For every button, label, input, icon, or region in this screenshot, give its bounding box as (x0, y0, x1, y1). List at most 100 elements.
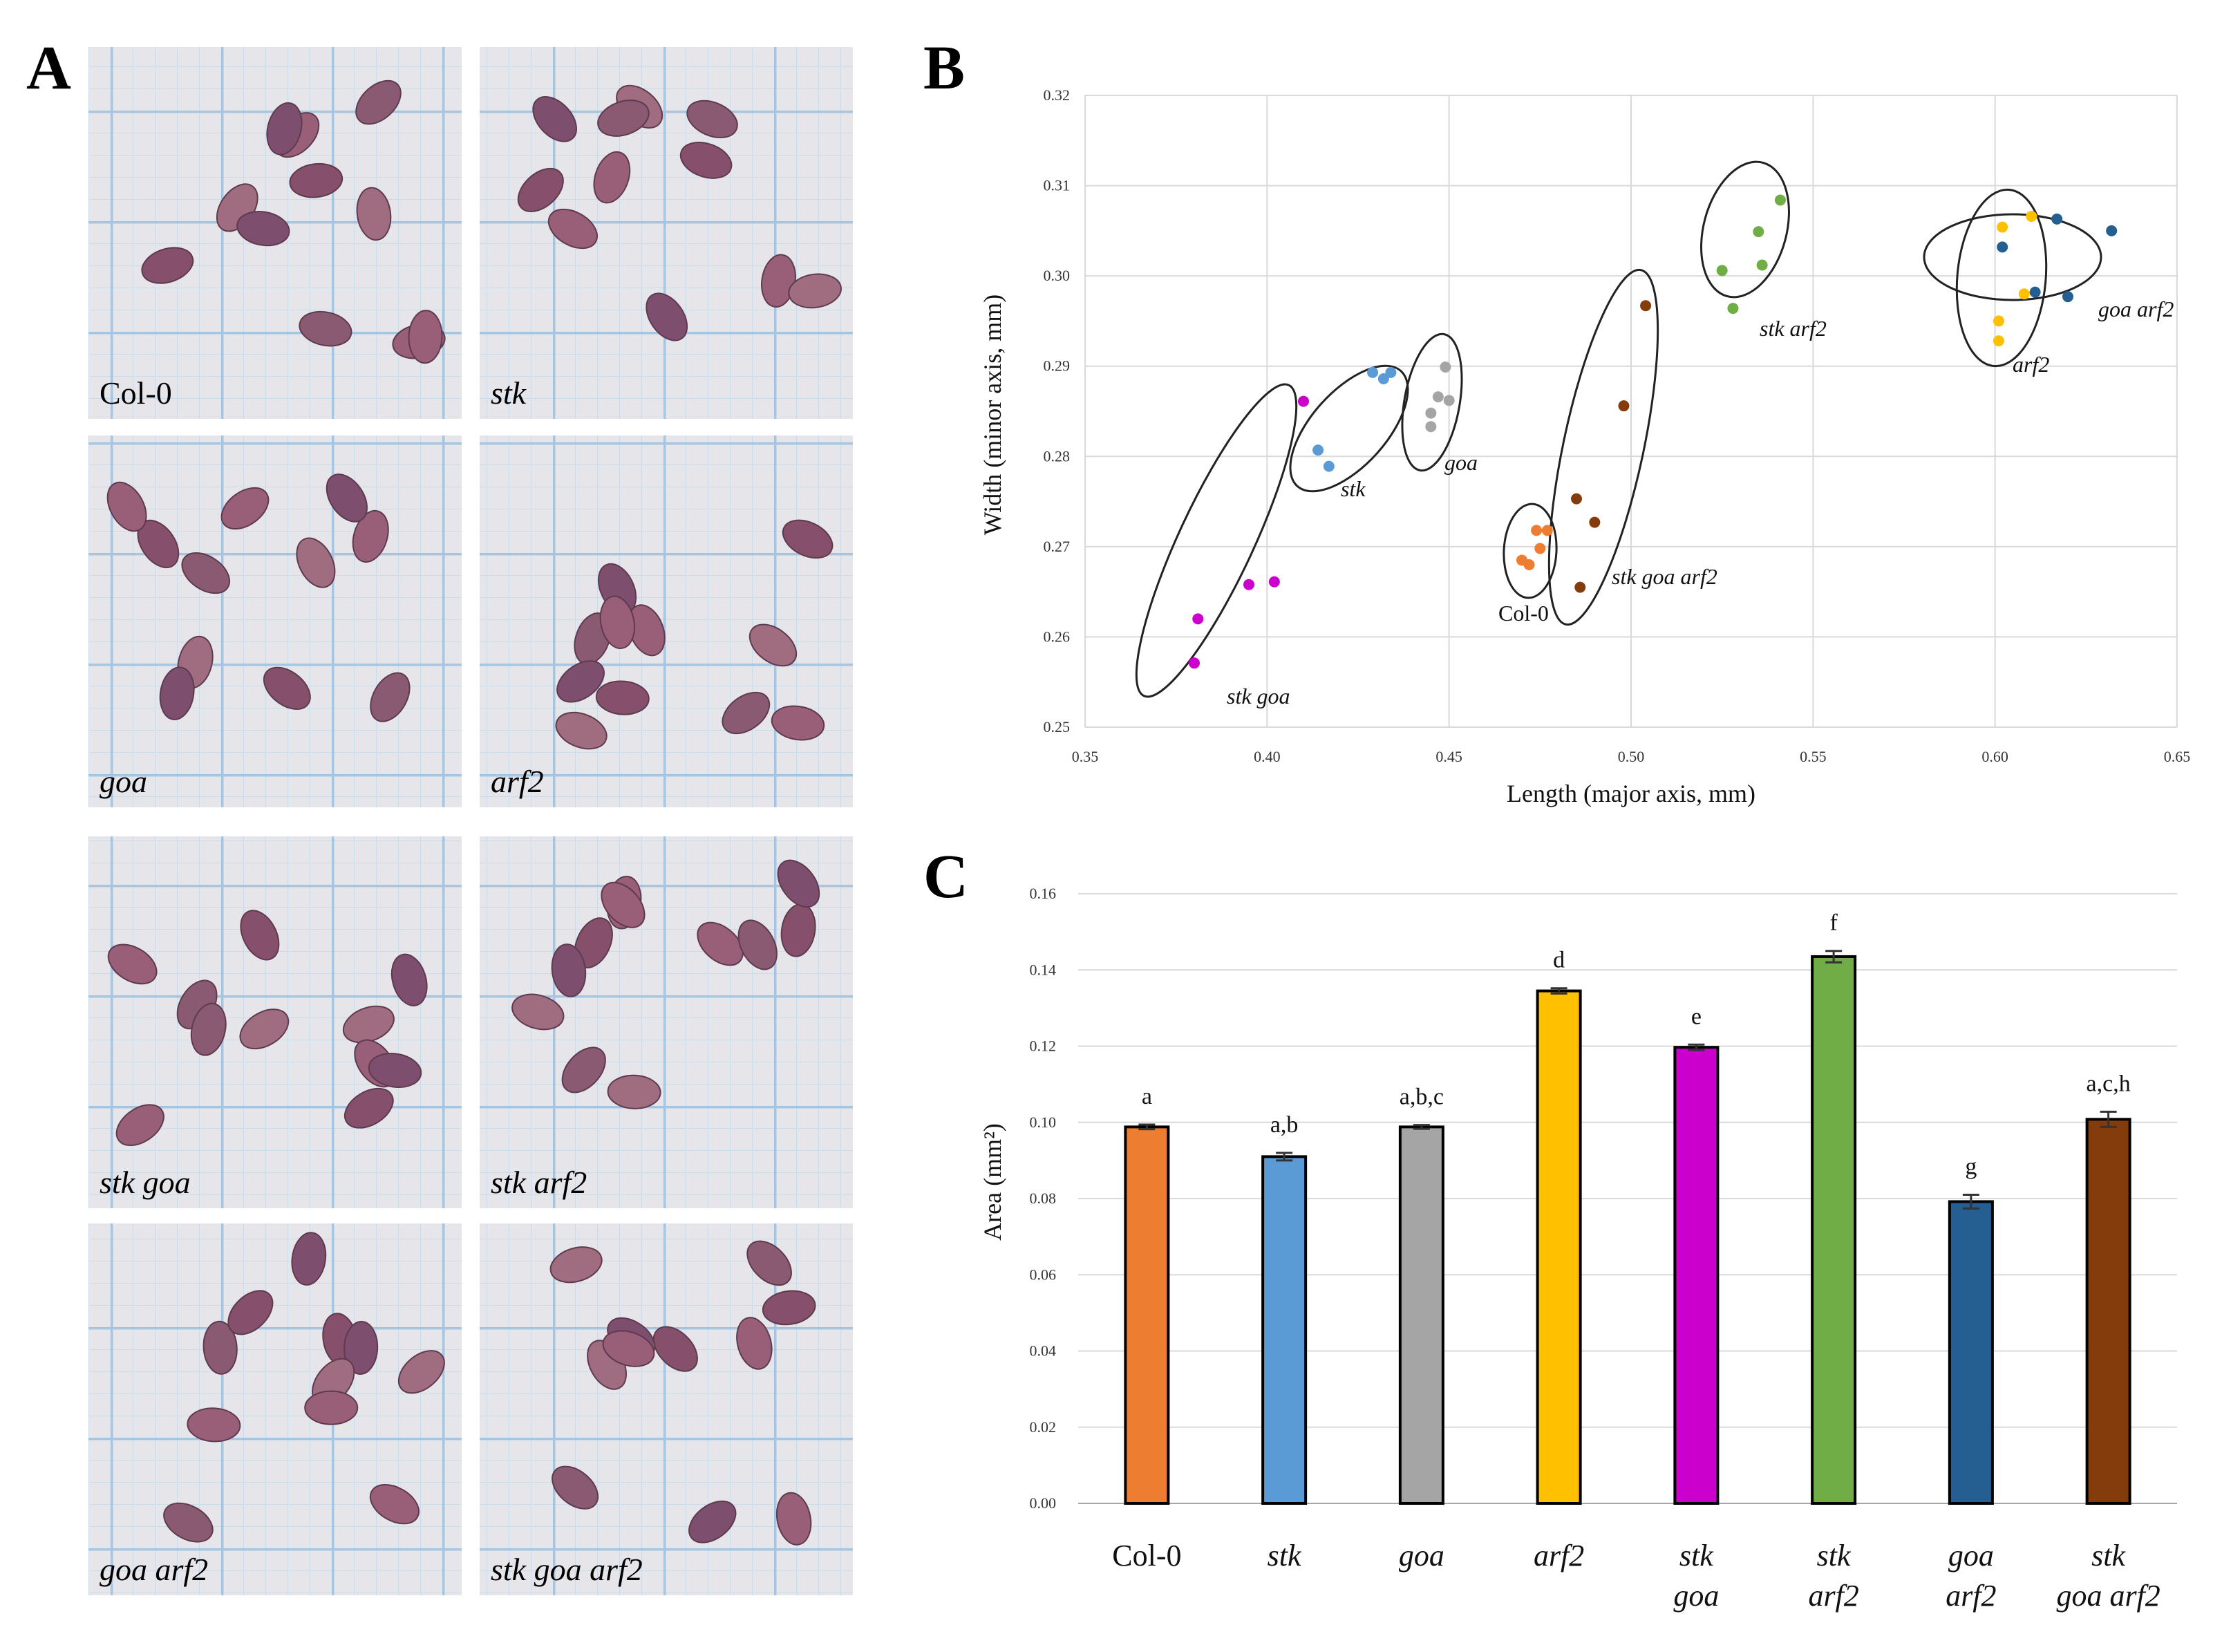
category-label: goa (1948, 1539, 1994, 1573)
panel-letter-b: B (923, 34, 965, 102)
bar-y-tick: 0.14 (1030, 961, 1057, 978)
ellipse-arf2 (1955, 188, 2048, 368)
bar-group: g goa arf2 (1946, 1154, 1996, 1613)
scatter-point (1243, 579, 1254, 590)
scatter-y-axis-title: Width (minor axis, mm) (979, 294, 1006, 536)
photo-1: Col-0 (88, 47, 462, 419)
bar-group: d arf2 (1534, 948, 1584, 1573)
seed (368, 1053, 422, 1088)
seed (555, 711, 608, 750)
category-label: Col-0 (1112, 1539, 1181, 1573)
scatter-point (1993, 315, 2004, 327)
photo-label: Col-0 (100, 375, 172, 411)
scatter-point (1385, 366, 1397, 378)
seed (291, 1232, 327, 1286)
scatter-x-tick: 0.55 (1800, 748, 1827, 765)
label-stk-goa: stk goa (1227, 684, 1290, 708)
scatter-point (1312, 444, 1324, 456)
scatter-point (2062, 291, 2073, 303)
seed (597, 100, 650, 137)
seed (777, 859, 820, 908)
photo-grid: Col-0 stk goa arf2 stk goa stk arf2 goa arf2 st… (88, 47, 853, 1595)
photo-7: goa arf2 (88, 1223, 462, 1595)
scatter-point (1268, 576, 1280, 588)
scatter-x-tick: 0.35 (1072, 748, 1099, 765)
photo-label: stk goa (100, 1165, 191, 1200)
seed (599, 595, 636, 649)
bar-group: a Col-0 (1112, 1084, 1181, 1573)
label-stk: stk (1341, 476, 1366, 501)
photo-6: stk arf2 (480, 836, 853, 1208)
seed (326, 473, 368, 523)
photo-8: stk goa arf2 (480, 1223, 853, 1595)
seed (342, 1005, 395, 1044)
significance-label: a,c,h (2087, 1071, 2131, 1096)
series-stk-arf2 (1716, 194, 1786, 315)
scatter-point (2026, 210, 2037, 222)
scatter-point (1534, 543, 1546, 554)
seed (352, 509, 389, 563)
seed (697, 921, 744, 966)
bar-group: a,b,c goa (1398, 1085, 1444, 1573)
scatter-point (1618, 400, 1630, 412)
ellipse-stk-goa-arf2 (1547, 268, 1659, 626)
scatter-x-tick: 0.65 (2164, 748, 2191, 765)
scatter-point (1425, 421, 1437, 433)
seed (299, 310, 352, 347)
category-label: goa arf2 (2056, 1579, 2160, 1613)
seed (370, 672, 411, 722)
ellipse-labels: stk goa stk goa Col-0 stk goa arf2 stk a… (1227, 297, 2174, 708)
photo-5: stk goa (88, 836, 462, 1208)
scatter-point (1432, 391, 1444, 403)
photo-label: arf2 (491, 764, 544, 799)
scatter-point (2106, 225, 2118, 236)
bar-group: a,b stk (1261, 1112, 1308, 1573)
seed (356, 187, 392, 241)
ellipse-stk-goa (1135, 383, 1298, 698)
label-stk-arf2: stk arf2 (1760, 316, 1827, 341)
seed (679, 142, 733, 179)
seed (561, 1046, 606, 1093)
panel-letter-a: A (26, 34, 71, 102)
bar-y-tick: 0.12 (1030, 1038, 1057, 1055)
seed (556, 660, 605, 703)
seed (390, 953, 428, 1006)
seed (141, 247, 194, 284)
scatter-point (1377, 373, 1389, 384)
seed (547, 208, 598, 250)
panel-letter-c: C (923, 843, 968, 911)
seed (187, 1407, 241, 1443)
seed (106, 481, 147, 532)
seed (159, 666, 195, 720)
seed (736, 1317, 773, 1370)
significance-label: d (1553, 948, 1565, 973)
significance-label: f (1829, 910, 1838, 936)
series-col-0 (1516, 525, 1553, 570)
significance-label: a (1142, 1084, 1152, 1109)
label-stk-goa-arf2: stk goa arf2 (1612, 564, 1717, 589)
seed (203, 1320, 238, 1375)
scatter-x-tick: 0.60 (1981, 748, 2008, 765)
bar-y-tick: 0.08 (1030, 1190, 1057, 1207)
seed (646, 292, 688, 341)
seed (266, 102, 303, 156)
scatter-point (1541, 525, 1553, 536)
seed (607, 1074, 661, 1109)
scatter-point (1523, 559, 1535, 570)
seed (115, 1104, 164, 1147)
seed (240, 910, 280, 961)
bar-y-axis-title: Area (mm²) (979, 1123, 1006, 1241)
seed (397, 1350, 445, 1394)
seed (775, 1492, 812, 1546)
photo-2: stk (480, 47, 853, 419)
bar (1124, 1125, 1170, 1505)
scatter-point (1298, 395, 1309, 407)
bar-y-tick: 0.10 (1030, 1114, 1057, 1131)
photo-label: stk goa arf2 (491, 1552, 643, 1587)
bar-y-tick: 0.16 (1030, 885, 1057, 902)
seed (227, 1290, 274, 1335)
ellipse-goa (1401, 332, 1463, 472)
scatter-point (1571, 493, 1582, 505)
bar (1811, 955, 1857, 1505)
series-goa-arf2 (1997, 213, 2118, 303)
